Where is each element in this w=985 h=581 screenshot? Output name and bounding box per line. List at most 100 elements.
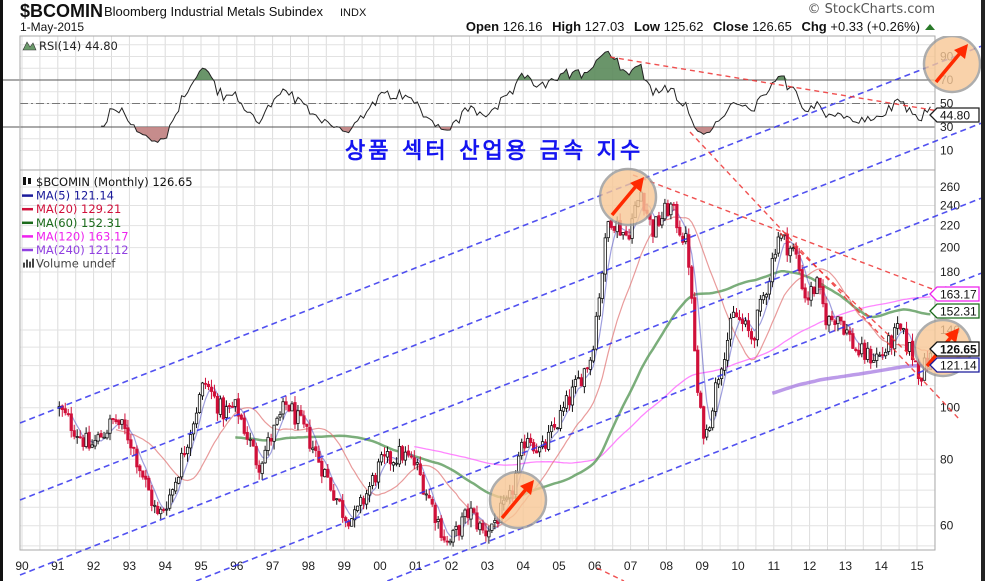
candle xyxy=(582,367,586,394)
candle xyxy=(326,464,330,478)
candle xyxy=(105,429,109,440)
year-tick-label: 08 xyxy=(660,559,674,573)
candle-body xyxy=(126,427,130,441)
candle-body xyxy=(490,523,494,531)
candle xyxy=(591,345,595,364)
candle xyxy=(881,347,885,360)
year-tick-label: 15 xyxy=(910,559,924,573)
candle-body xyxy=(591,349,595,362)
candle-body xyxy=(484,530,488,537)
candle-body xyxy=(788,247,792,257)
candle xyxy=(466,503,470,525)
candle-body xyxy=(84,432,88,448)
candle-body xyxy=(251,439,255,447)
candle-body xyxy=(475,512,479,530)
candle xyxy=(913,360,918,363)
index-name: Bloomberg Industrial Metals Subindex xyxy=(104,4,323,19)
close-label: Close xyxy=(713,19,748,34)
candle-body xyxy=(600,272,604,299)
rsi-tick-label: 50 xyxy=(940,97,954,111)
candle-body xyxy=(463,509,467,518)
candle-body xyxy=(108,418,112,434)
candle xyxy=(624,225,628,237)
candle xyxy=(833,318,837,332)
candle xyxy=(96,431,100,445)
candle xyxy=(233,399,237,412)
candle xyxy=(418,456,422,476)
candle xyxy=(848,326,852,342)
candle xyxy=(242,411,246,436)
candle-body xyxy=(260,462,264,474)
candle-body xyxy=(102,436,106,439)
candle xyxy=(221,395,225,427)
annotations xyxy=(19,36,981,581)
year-tick-label: 98 xyxy=(302,559,316,573)
volume-icon-bar xyxy=(32,258,34,268)
candle-body xyxy=(168,494,172,509)
candle-body xyxy=(191,423,196,435)
candle xyxy=(761,292,765,304)
candle-body xyxy=(761,295,765,301)
trend-line xyxy=(632,174,941,293)
candle-body xyxy=(913,360,918,363)
candle xyxy=(275,416,279,426)
candle-body xyxy=(770,258,774,283)
candle xyxy=(209,379,214,400)
candle xyxy=(740,313,745,332)
candle xyxy=(302,410,306,429)
candle xyxy=(558,404,563,432)
candle xyxy=(412,450,416,470)
candle xyxy=(314,440,318,458)
candle-body xyxy=(430,498,434,505)
candle-body xyxy=(523,441,527,449)
candle xyxy=(177,476,181,485)
candle-body xyxy=(370,475,375,486)
candle-body xyxy=(281,401,285,415)
candle xyxy=(755,309,759,347)
candle-body xyxy=(675,204,679,229)
candle xyxy=(579,373,583,387)
candle-body xyxy=(227,405,231,408)
candle xyxy=(719,367,724,386)
candle-body xyxy=(332,490,336,501)
candle xyxy=(257,460,261,480)
candle-body xyxy=(881,354,885,357)
candle-body xyxy=(391,462,396,466)
candle-body xyxy=(666,203,670,217)
open-label: Open xyxy=(466,19,499,34)
candle xyxy=(896,316,900,335)
candle-body xyxy=(839,316,843,322)
candle-body xyxy=(278,414,282,418)
chg-value: +0.33 (+0.26%) xyxy=(830,19,920,34)
candle xyxy=(484,523,488,542)
candle xyxy=(702,405,706,445)
candle-body xyxy=(532,442,536,452)
candle xyxy=(722,352,727,376)
candle xyxy=(773,248,777,262)
candle xyxy=(475,505,479,532)
rsi-overbought-fill xyxy=(101,51,931,80)
rsi-title: RSI(14) 44.80 xyxy=(39,39,118,53)
candle-body xyxy=(535,450,539,454)
ma120-line xyxy=(414,296,931,466)
candle-body xyxy=(893,327,897,350)
candle-body xyxy=(573,379,578,387)
candle-body xyxy=(904,328,909,352)
exchange: INDX xyxy=(340,7,367,19)
candle xyxy=(543,439,548,452)
candle xyxy=(875,347,879,368)
candle xyxy=(433,502,437,531)
candle-body xyxy=(854,348,858,352)
candle xyxy=(746,312,751,338)
candle-body xyxy=(174,481,178,492)
candle-body xyxy=(215,395,220,414)
candle xyxy=(191,421,196,441)
candle-body xyxy=(436,519,440,522)
candle-body xyxy=(722,359,727,371)
candle xyxy=(445,535,449,546)
candle xyxy=(612,226,616,234)
candle-body xyxy=(442,536,446,541)
candle xyxy=(535,443,539,454)
candle xyxy=(451,528,455,547)
